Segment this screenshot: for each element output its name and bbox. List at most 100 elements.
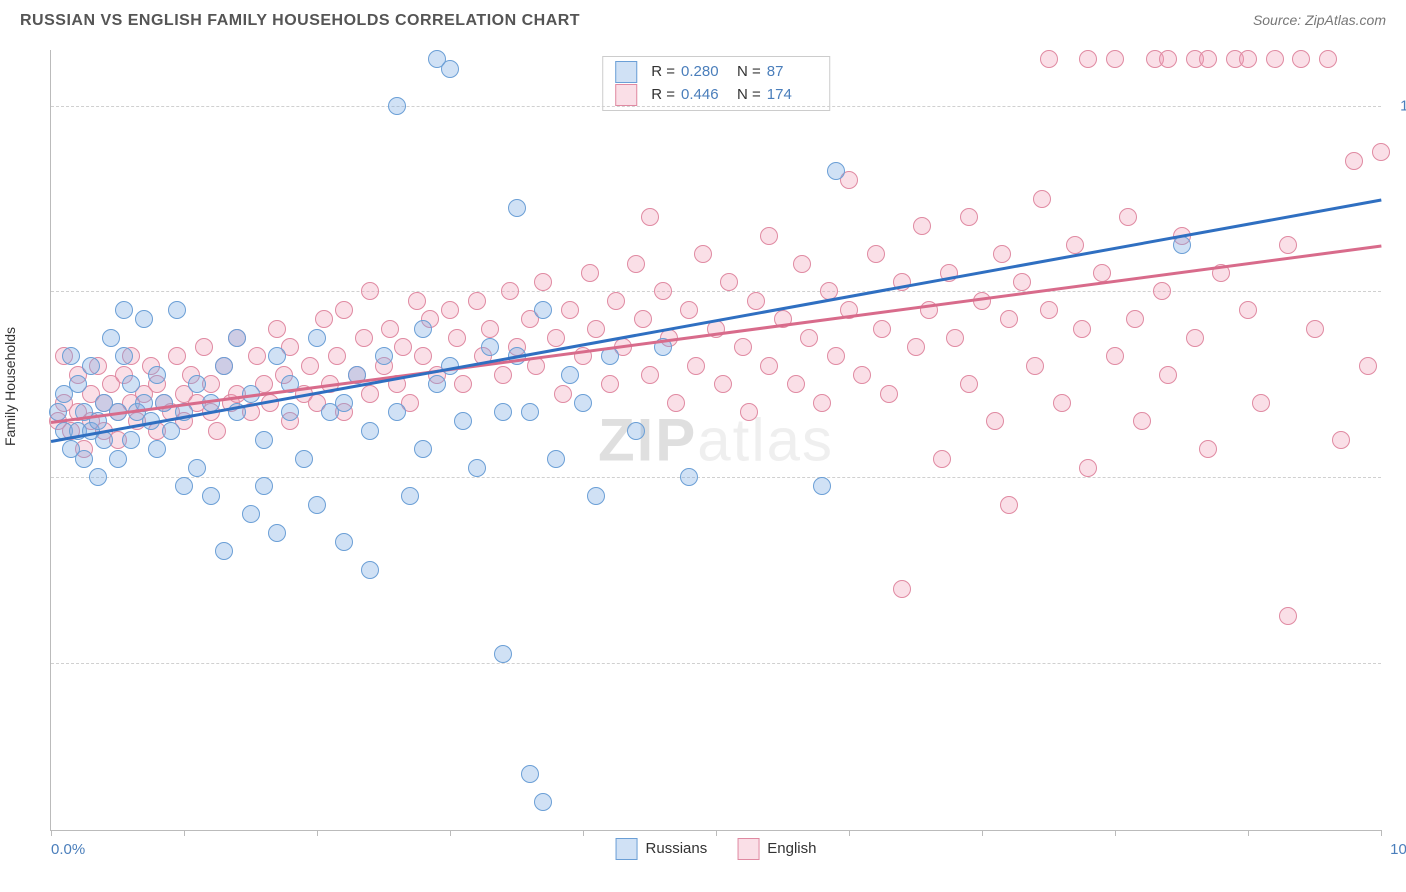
scatter-point-english	[654, 282, 672, 300]
x-tick	[583, 830, 584, 836]
scatter-point-russians	[268, 347, 286, 365]
chart-source: Source: ZipAtlas.com	[1253, 12, 1386, 28]
scatter-point-russians	[428, 375, 446, 393]
scatter-point-english	[1106, 347, 1124, 365]
scatter-point-english	[667, 394, 685, 412]
scatter-point-russians	[388, 97, 406, 115]
scatter-point-english	[454, 375, 472, 393]
scatter-point-english	[547, 329, 565, 347]
scatter-point-russians	[521, 403, 539, 421]
scatter-point-russians	[361, 561, 379, 579]
scatter-point-english	[873, 320, 891, 338]
scatter-point-english	[714, 375, 732, 393]
scatter-point-english	[1159, 50, 1177, 68]
scatter-point-english	[448, 329, 466, 347]
scatter-point-russians	[148, 366, 166, 384]
scatter-point-english	[481, 320, 499, 338]
scatter-point-english	[880, 385, 898, 403]
stats-row-english: R = 0.446 N = 174	[615, 84, 817, 107]
scatter-point-russians	[1173, 236, 1191, 254]
scatter-point-english	[641, 366, 659, 384]
scatter-point-english	[381, 320, 399, 338]
gridline	[51, 291, 1381, 292]
scatter-point-russians	[242, 505, 260, 523]
scatter-point-english	[913, 217, 931, 235]
scatter-point-russians	[561, 366, 579, 384]
scatter-point-english	[587, 320, 605, 338]
scatter-point-english	[1279, 236, 1297, 254]
scatter-point-english	[1026, 357, 1044, 375]
scatter-point-english	[787, 375, 805, 393]
scatter-point-english	[1252, 394, 1270, 412]
scatter-point-english	[335, 301, 353, 319]
trend-line	[51, 199, 1381, 443]
scatter-point-russians	[534, 793, 552, 811]
scatter-point-english	[734, 338, 752, 356]
scatter-point-english	[315, 310, 333, 328]
scatter-point-english	[1013, 273, 1031, 291]
scatter-point-russians	[454, 412, 472, 430]
scatter-point-russians	[268, 524, 286, 542]
scatter-point-english	[1292, 50, 1310, 68]
x-tick	[1115, 830, 1116, 836]
scatter-point-english	[168, 347, 186, 365]
scatter-point-english	[760, 357, 778, 375]
scatter-point-english	[301, 357, 319, 375]
scatter-point-english	[1359, 357, 1377, 375]
scatter-point-english	[1066, 236, 1084, 254]
x-axis-min-label: 0.0%	[51, 841, 85, 858]
scatter-point-english	[747, 292, 765, 310]
scatter-point-english	[960, 375, 978, 393]
swatch-russians	[615, 61, 637, 83]
scatter-point-english	[1000, 310, 1018, 328]
scatter-point-english	[1126, 310, 1144, 328]
correlation-stats-box: R = 0.280 N = 87 R = 0.446 N = 174	[602, 56, 830, 111]
x-tick	[450, 830, 451, 836]
scatter-point-russians	[188, 459, 206, 477]
stats-n-label: N =	[737, 61, 761, 84]
scatter-point-english	[1073, 320, 1091, 338]
scatter-point-english	[534, 273, 552, 291]
scatter-point-english	[867, 245, 885, 263]
x-tick	[849, 830, 850, 836]
scatter-point-english	[268, 320, 286, 338]
scatter-point-english	[1119, 208, 1137, 226]
scatter-point-russians	[414, 440, 432, 458]
scatter-point-english	[408, 292, 426, 310]
scatter-point-english	[361, 282, 379, 300]
scatter-point-russians	[102, 329, 120, 347]
scatter-point-english	[1186, 329, 1204, 347]
scatter-point-russians	[441, 60, 459, 78]
scatter-point-english	[986, 412, 1004, 430]
scatter-point-russians	[534, 301, 552, 319]
stats-r-label-2: R =	[651, 84, 675, 107]
watermark: ZIPatlas	[598, 406, 834, 475]
scatter-point-english	[946, 329, 964, 347]
scatter-point-english	[1266, 50, 1284, 68]
source-prefix: Source:	[1253, 12, 1305, 28]
scatter-point-russians	[69, 375, 87, 393]
scatter-point-english	[1279, 607, 1297, 625]
scatter-point-english	[993, 245, 1011, 263]
scatter-point-english	[1372, 143, 1390, 161]
scatter-point-russians	[414, 320, 432, 338]
stats-row-russians: R = 0.280 N = 87	[615, 61, 817, 84]
watermark-zip: ZIP	[598, 407, 697, 474]
scatter-point-russians	[175, 477, 193, 495]
scatter-point-russians	[122, 431, 140, 449]
scatter-point-english	[641, 208, 659, 226]
scatter-point-russians	[255, 431, 273, 449]
scatter-point-russians	[148, 440, 166, 458]
scatter-point-english	[1000, 496, 1018, 514]
scatter-point-russians	[587, 487, 605, 505]
scatter-point-russians	[401, 487, 419, 505]
legend-label-english: English	[767, 840, 816, 857]
watermark-atlas: atlas	[697, 407, 834, 474]
scatter-point-russians	[115, 347, 133, 365]
source-name: ZipAtlas.com	[1305, 12, 1386, 28]
scatter-point-russians	[627, 422, 645, 440]
scatter-point-russians	[109, 450, 127, 468]
scatter-point-english	[694, 245, 712, 263]
scatter-point-english	[1040, 50, 1058, 68]
scatter-point-russians	[574, 394, 592, 412]
